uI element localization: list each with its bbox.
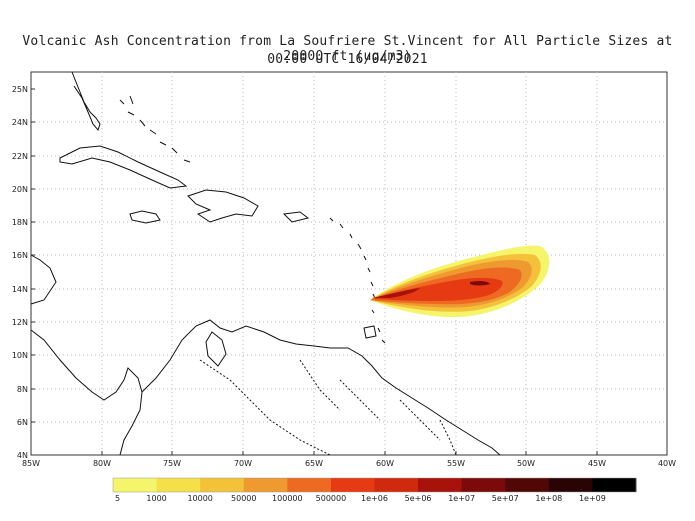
- colorbar-label: 1000: [146, 494, 166, 503]
- coastlines: [30, 71, 501, 456]
- lon-label: 55W: [447, 459, 465, 468]
- lat-label: 10N: [12, 351, 28, 360]
- lon-label: 75W: [163, 459, 181, 468]
- lon-label: 85W: [22, 459, 40, 468]
- colorbar-swatch: [113, 478, 158, 492]
- coast-puerto-rico: [282, 211, 310, 223]
- lon-label: 65W: [305, 459, 323, 468]
- colorbar-label: 5e+07: [492, 494, 519, 503]
- colorbar-swatch: [592, 478, 637, 492]
- ash-plume: [370, 245, 550, 318]
- lat-label: 18N: [12, 218, 28, 227]
- colorbar-label: 1e+09: [579, 494, 606, 503]
- lat-label: 4N: [17, 451, 28, 460]
- map-frame: [30, 71, 668, 456]
- lon-label: 50W: [517, 459, 535, 468]
- lon-label: 70W: [234, 459, 252, 468]
- lon-label: 40W: [658, 459, 676, 468]
- colorbar-label: 1e+07: [448, 494, 475, 503]
- colorbar-swatch: [505, 478, 550, 492]
- coast-florida: [71, 71, 101, 132]
- plume-level-6: [372, 288, 420, 298]
- map-title: Volcanic Ash Concentration from La Soufr…: [22, 34, 673, 64]
- coast-bahamas: [119, 95, 191, 163]
- colorbar-swatch: [548, 478, 593, 492]
- colorbar-swatch: [374, 478, 419, 492]
- colorbar-label: 100000: [272, 494, 303, 503]
- colorbar-swatch: [287, 478, 332, 492]
- coast-cuba: [59, 145, 188, 189]
- latitude-labels: 25N 24N 22N 20N 18N 16N 14N 12N 10N 8N 6N 4N: [12, 85, 35, 460]
- colorbar-label: 50000: [231, 494, 256, 503]
- coast-hispaniola: [187, 189, 259, 223]
- colorbar-label: 5: [115, 494, 120, 503]
- lat-label: 6N: [17, 418, 28, 427]
- colorbar-swatch: [330, 478, 375, 492]
- coast-jamaica: [129, 210, 161, 224]
- colorbar-swatch: [418, 478, 463, 492]
- colorbar-swatch: [243, 478, 288, 492]
- lat-label: 16N: [12, 251, 28, 260]
- coast-lesser-antilles: [329, 217, 386, 344]
- coast-central-america: [30, 254, 143, 456]
- lat-label: 22N: [12, 152, 28, 161]
- lon-label: 80W: [93, 459, 111, 468]
- lat-label: 8N: [17, 385, 28, 394]
- plume-level-5: [372, 277, 503, 301]
- lat-label: 25N: [12, 85, 28, 94]
- lat-label: 14N: [12, 285, 28, 294]
- colorbar-label: 1e+08: [535, 494, 562, 503]
- colorbar-border: [112, 477, 637, 493]
- colorbar-label: 500000: [316, 494, 347, 503]
- colorbar-swatch: [461, 478, 506, 492]
- longitude-labels: 85W 80W 75W 70W 65W 60W 55W 50W 45W 40W: [22, 451, 676, 468]
- plume-core: [470, 280, 490, 286]
- colorbar-label: 10000: [187, 494, 212, 503]
- lat-label: 20N: [12, 185, 28, 194]
- colorbar-label: 5e+06: [405, 494, 432, 503]
- map-subtitle: 00:00 UTC 16/04/2021: [267, 52, 428, 67]
- colorbar-label: 1e+06: [361, 494, 388, 503]
- coast-south-america: [141, 319, 501, 456]
- colorbar-swatch: [156, 478, 201, 492]
- coast-lake-maracaibo: [205, 331, 227, 367]
- lon-label: 45W: [588, 459, 606, 468]
- country-borders: [199, 359, 457, 456]
- colorbar-swatch: [200, 478, 245, 492]
- colorbar: 5 1000 10000 50000 100000 500000 1e+06 5e+06 1e+…: [112, 477, 637, 503]
- lat-label: 24N: [12, 118, 28, 127]
- lon-label: 60W: [376, 459, 394, 468]
- coast-trinidad: [363, 325, 377, 339]
- lat-label: 12N: [12, 318, 28, 327]
